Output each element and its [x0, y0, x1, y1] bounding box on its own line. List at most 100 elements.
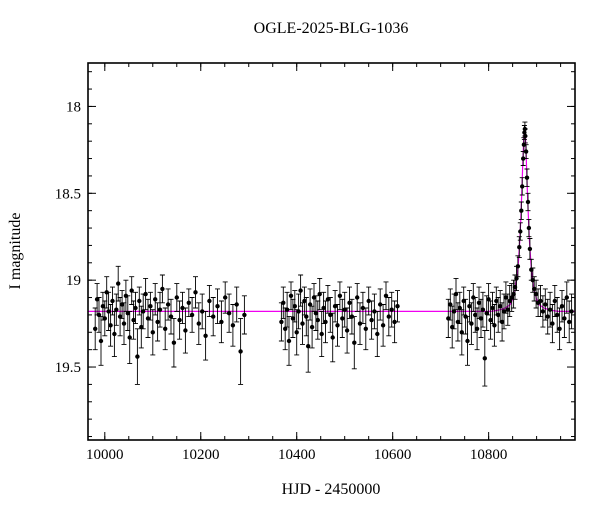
data-point: [517, 245, 522, 250]
data-point: [148, 304, 153, 309]
data-point: [369, 317, 374, 323]
data-point: [196, 321, 201, 326]
data-point: [238, 349, 243, 354]
x-axis-label: HJD - 2450000: [282, 481, 381, 498]
data-point: [306, 344, 311, 349]
data-point: [450, 324, 455, 330]
data-point: [150, 330, 155, 335]
data-point: [471, 295, 476, 300]
data-point: [283, 326, 288, 331]
y-tick-label: 19: [66, 273, 81, 289]
data-point: [476, 300, 482, 305]
data-point: [344, 328, 350, 333]
data-point: [486, 297, 491, 302]
data-point: [141, 309, 146, 314]
data-point: [520, 184, 525, 189]
data-point: [355, 295, 360, 300]
data-point: [389, 307, 394, 312]
data-point: [547, 307, 553, 312]
data-point: [300, 321, 305, 326]
data-point: [281, 300, 286, 305]
x-tick-label: 10200: [182, 447, 220, 463]
data-point: [507, 298, 512, 304]
data-point: [515, 264, 521, 269]
data-point: [125, 311, 130, 316]
data-point: [567, 319, 572, 325]
data-point: [234, 302, 239, 307]
data-point: [163, 326, 168, 331]
data-point: [108, 323, 113, 328]
data-point: [463, 314, 468, 319]
data-point: [461, 298, 466, 304]
data-point: [284, 307, 290, 312]
data-point: [372, 309, 377, 314]
data-point: [98, 338, 104, 344]
data-point: [530, 278, 535, 283]
data-point: [352, 340, 357, 345]
data-point: [469, 321, 474, 326]
data-point: [315, 317, 320, 323]
data-point: [335, 323, 340, 328]
data-point: [165, 302, 171, 307]
data-point: [332, 304, 338, 309]
data-point: [522, 126, 528, 132]
data-point: [193, 290, 198, 295]
data-point: [328, 312, 333, 318]
data-point: [386, 314, 391, 319]
data-point: [325, 297, 331, 302]
data-point: [484, 311, 489, 316]
data-point: [309, 324, 315, 330]
data-point: [104, 290, 109, 295]
data-point: [523, 133, 528, 139]
data-point: [330, 335, 335, 340]
data-point: [129, 288, 134, 293]
data-point: [296, 309, 301, 314]
data-point: [112, 331, 117, 337]
data-point: [342, 307, 347, 312]
data-point: [93, 326, 98, 331]
data-point: [230, 323, 236, 328]
data-point: [488, 317, 493, 323]
data-point: [155, 319, 160, 325]
data-point: [174, 295, 179, 300]
plot-frame: [87, 62, 576, 441]
data-point: [503, 295, 509, 300]
data-point: [378, 302, 383, 307]
data-point: [110, 298, 115, 304]
data-point: [532, 286, 537, 292]
data-point: [307, 302, 313, 307]
data-point: [482, 356, 487, 361]
data-point: [459, 330, 464, 335]
data-point: [313, 311, 319, 316]
data-point: [538, 298, 543, 304]
data-point: [102, 316, 108, 321]
y-axis-label: I magnitude: [7, 213, 24, 290]
data-point: [219, 319, 224, 325]
data-point: [137, 298, 142, 304]
data-point: [337, 293, 343, 298]
data-point: [226, 311, 232, 316]
data-point: [200, 309, 205, 314]
data-point: [298, 288, 303, 293]
data-point: [94, 297, 100, 302]
data-point: [290, 316, 296, 321]
x-tick-label: 10000: [86, 447, 124, 463]
data-point: [288, 293, 294, 298]
data-point: [521, 156, 526, 161]
plot-area: 10000 10200 10400 10600 10800 18 18.5 19 19.5: [55, 62, 576, 463]
data-point: [498, 304, 503, 309]
data-point: [474, 326, 480, 331]
data-point: [562, 316, 567, 321]
data-point: [446, 316, 451, 321]
data-point: [189, 312, 195, 318]
data-point: [177, 317, 182, 323]
data-point: [451, 309, 457, 314]
data-point: [119, 302, 125, 307]
data-point: [522, 130, 527, 135]
data-point: [304, 314, 309, 319]
data-point: [340, 316, 345, 321]
data-point: [499, 319, 505, 325]
x-tick-label: 10400: [278, 447, 316, 463]
